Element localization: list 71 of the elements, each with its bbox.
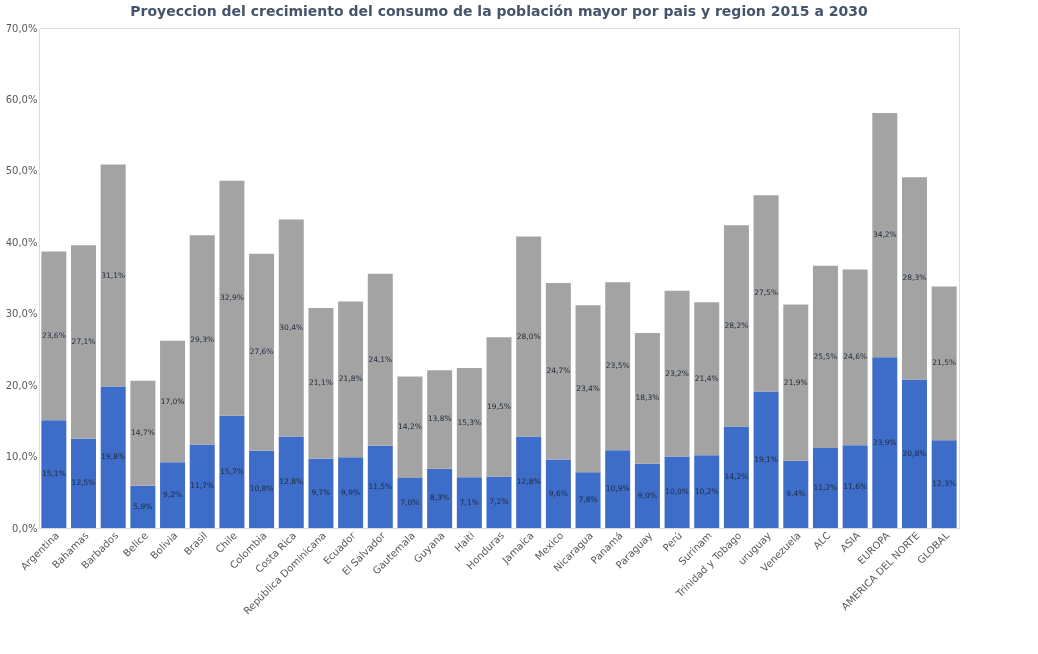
bar bbox=[456, 477, 482, 528]
bar bbox=[427, 468, 453, 528]
bar bbox=[901, 177, 927, 380]
bar bbox=[575, 472, 601, 528]
bar bbox=[397, 478, 423, 528]
bar bbox=[783, 460, 809, 528]
bar bbox=[308, 308, 334, 459]
bar bbox=[516, 236, 542, 437]
y-tick-label: 40,0% bbox=[5, 236, 38, 248]
bar bbox=[278, 219, 304, 437]
bar bbox=[160, 340, 186, 463]
bar bbox=[308, 458, 334, 528]
bar bbox=[872, 113, 898, 358]
bar bbox=[427, 370, 453, 469]
bar bbox=[71, 245, 97, 439]
bar bbox=[189, 444, 215, 528]
bar bbox=[486, 337, 512, 477]
bar bbox=[367, 273, 393, 446]
bar bbox=[545, 283, 571, 460]
bar bbox=[516, 436, 542, 528]
bar bbox=[842, 269, 868, 446]
bar bbox=[753, 195, 779, 392]
y-tick-label: 50,0% bbox=[5, 165, 38, 177]
bar bbox=[812, 265, 838, 448]
bar bbox=[338, 301, 364, 458]
bar bbox=[456, 368, 482, 478]
bar bbox=[160, 462, 186, 528]
y-tick-label: 70,0% bbox=[5, 22, 38, 34]
bar bbox=[278, 436, 304, 528]
bar bbox=[338, 457, 364, 528]
bar bbox=[842, 445, 868, 528]
bar bbox=[249, 450, 275, 528]
bar bbox=[189, 235, 215, 445]
y-tick-label: 0,0% bbox=[12, 522, 38, 534]
y-tick-label: 60,0% bbox=[5, 93, 38, 105]
bar bbox=[41, 251, 67, 421]
bar bbox=[545, 459, 571, 528]
y-tick-label: 10,0% bbox=[5, 451, 38, 463]
bar bbox=[130, 485, 156, 528]
bar bbox=[219, 180, 245, 416]
bar bbox=[872, 357, 898, 528]
bar bbox=[723, 225, 749, 427]
bar bbox=[634, 333, 660, 464]
bar bbox=[723, 426, 749, 528]
bar bbox=[753, 391, 779, 528]
bar bbox=[41, 420, 67, 528]
bar bbox=[100, 164, 126, 387]
bar bbox=[367, 445, 393, 528]
bar bbox=[783, 304, 809, 461]
bar bbox=[812, 448, 838, 528]
bar bbox=[694, 302, 720, 456]
bar bbox=[100, 386, 126, 528]
y-tick-label: 30,0% bbox=[5, 308, 38, 320]
bar bbox=[71, 438, 97, 528]
bar bbox=[397, 376, 423, 478]
bar bbox=[605, 282, 631, 451]
bar bbox=[219, 415, 245, 528]
bar bbox=[664, 456, 690, 528]
bar bbox=[664, 290, 690, 457]
bar bbox=[605, 450, 631, 528]
chart-title: Proyeccion del crecimiento del consumo de la población mayor por pais y region 2015 a 2030 bbox=[130, 3, 869, 19]
bar bbox=[694, 455, 720, 528]
bar bbox=[931, 440, 957, 528]
bar bbox=[575, 305, 601, 473]
bar bbox=[901, 379, 927, 528]
bar bbox=[249, 253, 275, 451]
bar bbox=[486, 476, 512, 528]
bar bbox=[931, 286, 957, 441]
bar bbox=[634, 463, 660, 528]
y-tick-label: 20,0% bbox=[5, 379, 38, 391]
bar bbox=[130, 380, 156, 486]
